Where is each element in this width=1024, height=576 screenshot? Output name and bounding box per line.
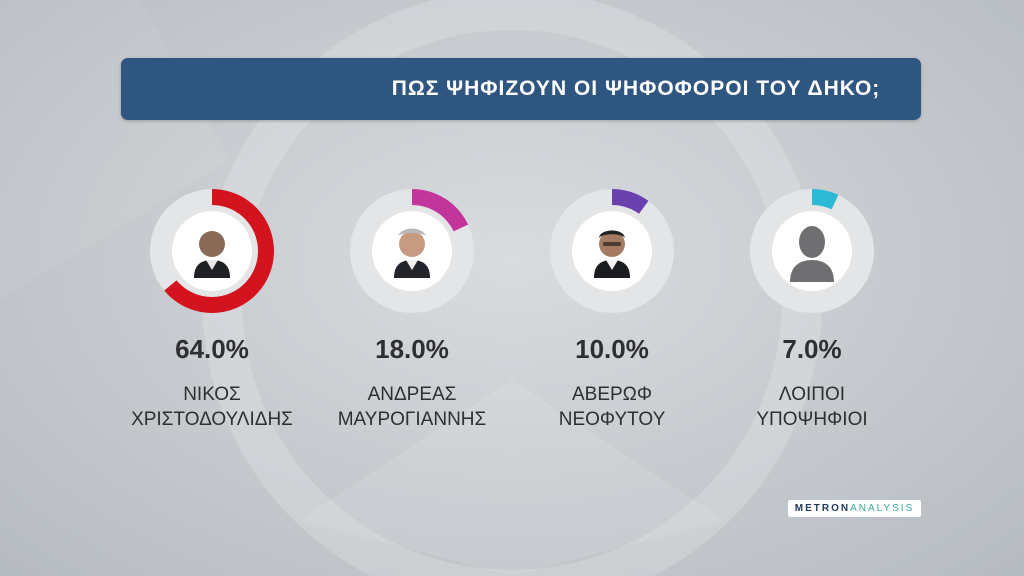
- title-bar: ΠΩΣ ΨΗΦΙΖΟΥΝ ΟΙ ΨΗΦΟΦΟΡΟΙ ΤΟΥ ΔΗΚΟ;: [121, 58, 921, 120]
- candidate-card: 64.0% ΝΙΚΟΣ ΧΡΙΣΤΟΔΟΥΛΙΔΗΣ: [102, 186, 322, 436]
- donut-ring: [550, 189, 674, 313]
- candidate-name: ΑΝΔΡΕΑΣ ΜΑΥΡΟΓΙΑΝΝΗΣ: [302, 382, 522, 432]
- chart-title: ΠΩΣ ΨΗΦΙΖΟΥΝ ΟΙ ΨΗΦΟΦΟΡΟΙ ΤΟΥ ΔΗΚΟ;: [391, 77, 881, 100]
- logo-text-metron: METRON: [794, 503, 851, 514]
- candidate-name-line2: ΜΑΥΡΟΓΙΑΝΝΗΣ: [337, 409, 487, 430]
- donut-ring: [750, 189, 874, 313]
- donut-ring: [150, 189, 274, 313]
- candidate-card: 10.0% ΑΒΕΡΩΦ ΝΕΟΦΥΤΟΥ: [502, 186, 722, 436]
- metron-analysis-logo: METRONANALYSIS: [788, 500, 921, 517]
- logo-text-analysis: ANALYSIS: [850, 503, 915, 514]
- candidate-name-line1: ΑΒΕΡΩΦ: [571, 384, 653, 405]
- candidate-name-line1: ΛΟΙΠΟΙ: [778, 384, 846, 405]
- candidate-name: ΛΟΙΠΟΙ ΥΠΟΨΗΦΙΟΙ: [702, 382, 922, 432]
- percentage-label: 7.0%: [782, 334, 842, 364]
- candidate-name-line2: ΝΕΟΦΥΤΟΥ: [558, 409, 666, 430]
- donut-ring: [350, 189, 474, 313]
- man-photo: [194, 231, 230, 278]
- percentage-label: 64.0%: [175, 334, 249, 364]
- candidate-card: 7.0% ΛΟΙΠΟΙ ΥΠΟΨΗΦΙΟΙ: [702, 186, 922, 436]
- ring-arc: [612, 189, 649, 214]
- candidate-name: ΑΒΕΡΩΦ ΝΕΟΦΥΤΟΥ: [502, 382, 722, 432]
- ring-arc: [412, 189, 469, 232]
- man-photo: [594, 230, 630, 278]
- ring-arc: [812, 189, 839, 210]
- percentage-label: 10.0%: [575, 334, 649, 364]
- candidate-name-line2: ΥΠΟΨΗΦΙΟΙ: [756, 409, 868, 430]
- percentage-label: 18.0%: [375, 334, 449, 364]
- silhouette-icon: [790, 226, 834, 282]
- ring-arc: [164, 189, 274, 313]
- man-photo: [394, 228, 430, 278]
- candidate-name-line1: ΑΝΔΡΕΑΣ: [367, 384, 457, 405]
- candidate-name: ΝΙΚΟΣ ΧΡΙΣΤΟΔΟΥΛΙΔΗΣ: [102, 382, 322, 432]
- candidate-name-line1: ΝΙΚΟΣ: [183, 384, 241, 405]
- candidate-name-line2: ΧΡΙΣΤΟΔΟΥΛΙΔΗΣ: [131, 409, 293, 430]
- candidate-card: 18.0% ΑΝΔΡΕΑΣ ΜΑΥΡΟΓΙΑΝΝΗΣ: [302, 186, 522, 436]
